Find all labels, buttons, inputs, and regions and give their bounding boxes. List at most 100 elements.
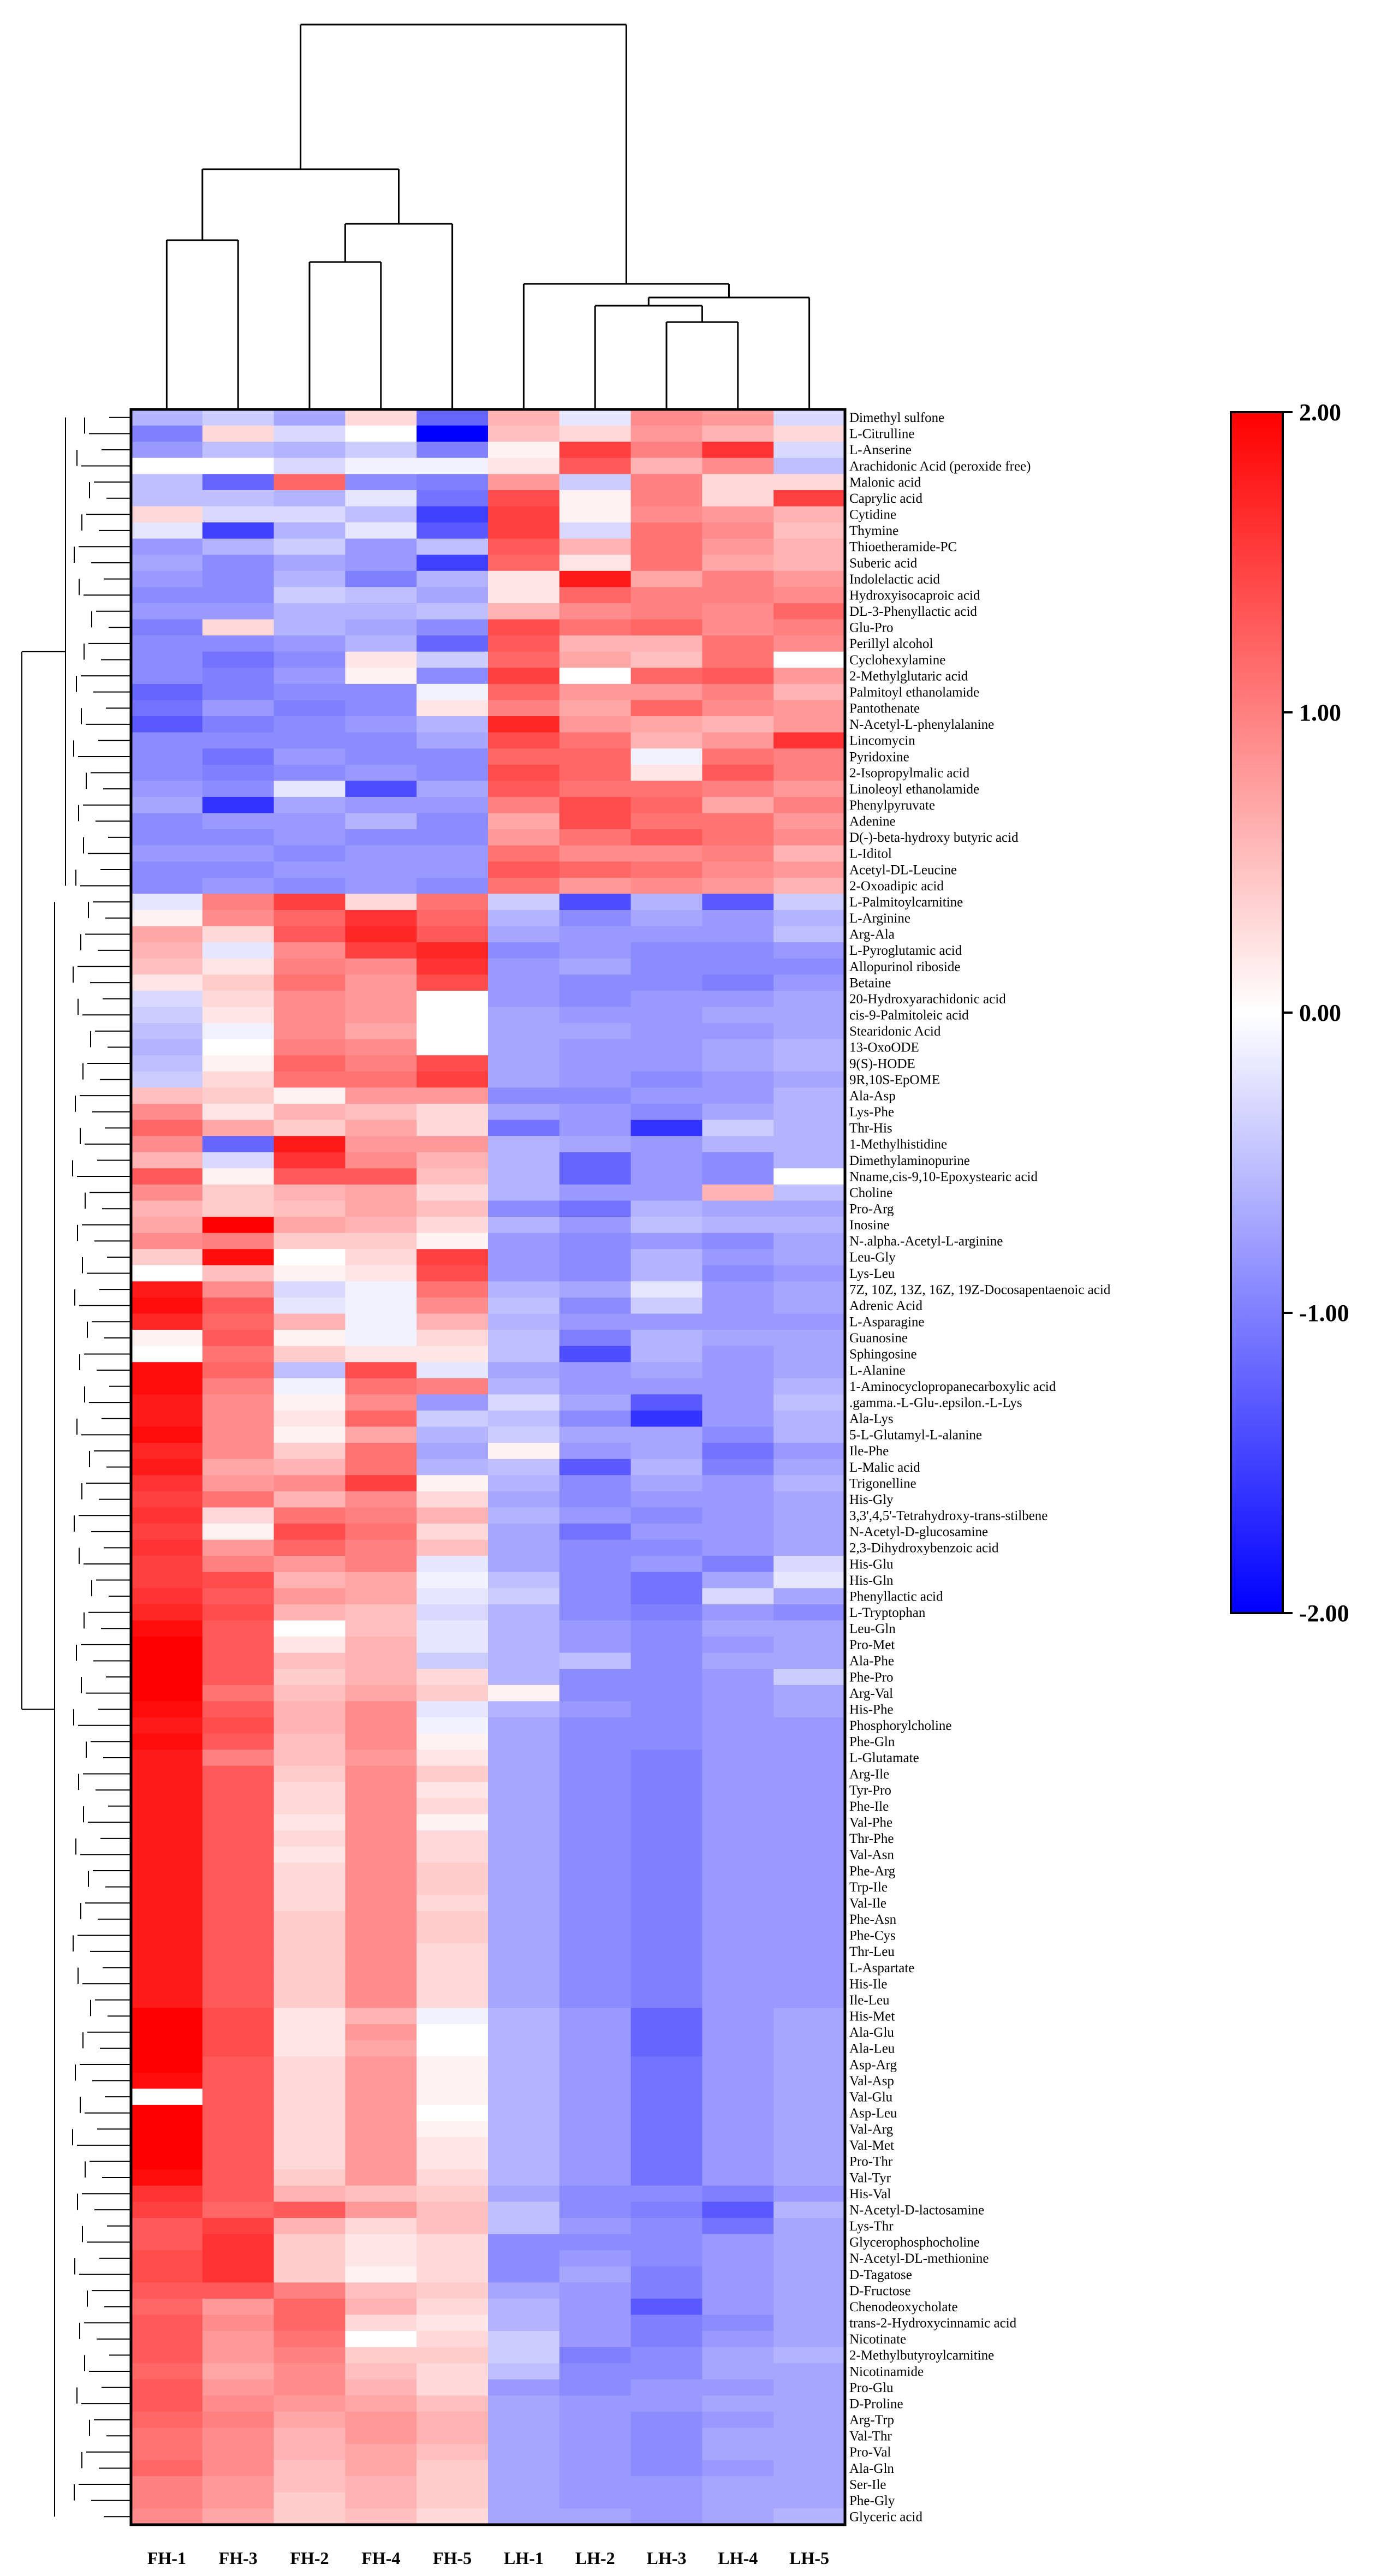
heatmap-cell [773,829,846,846]
heatmap-cell [559,2072,632,2089]
row-label: N-Acetyl-D-glucosamine [849,1525,988,1539]
heatmap-cell [630,1878,703,1895]
heatmap-cell [416,603,489,620]
heatmap-cell [773,1152,846,1169]
heatmap-cell [131,425,203,442]
heatmap-cell [559,1330,632,1347]
row-label: Thr-Phe [849,1831,894,1846]
heatmap-cell [488,2185,560,2202]
heatmap-cell [702,700,774,717]
heatmap-cell [273,1830,346,1847]
heatmap-cell [273,1362,346,1379]
heatmap-cell [559,1281,632,1298]
heatmap-cell [630,2315,703,2331]
heatmap-cell [345,2202,417,2218]
row-label: Arg-Val [849,1686,893,1701]
heatmap-cell [488,1911,560,1928]
heatmap-cell [273,1701,346,1718]
heatmap-cell [345,2024,417,2041]
heatmap-cell [773,1669,846,1686]
heatmap-cell [630,796,703,814]
heatmap-cell [630,1911,703,1928]
row-label: L-Iditol [849,847,892,861]
heatmap-cell [702,2008,774,2025]
heatmap-cell [773,2444,846,2461]
heatmap-cell [559,2476,632,2493]
heatmap-cell [345,1362,417,1379]
heatmap-cell [131,1895,203,1912]
heatmap-cell [202,796,275,814]
row-label: Arg-Trp [849,2413,894,2428]
heatmap-cell [702,2347,774,2364]
heatmap-cell [702,2508,774,2525]
heatmap-cell [488,1637,560,1653]
heatmap-cell [488,619,560,636]
heatmap-cell [630,1297,703,1314]
heatmap-cell [702,1168,774,1185]
heatmap-cell [702,1524,774,1540]
row-label: Ala-Asp [849,1088,896,1103]
heatmap-cell [416,2056,489,2073]
heatmap-cell [488,2104,560,2122]
row-label: Pro-Arg [849,1202,894,1217]
heatmap-cell [773,796,846,814]
heatmap-cell [488,2298,560,2316]
heatmap-cell [202,1168,275,1185]
heatmap-cell [131,603,203,620]
heatmap-cell [345,1846,417,1863]
heatmap-cell [273,1330,346,1347]
row-label: L-Asparagine [849,1315,924,1330]
heatmap-cell [345,1927,417,1944]
row-label: Thymine [849,523,898,538]
heatmap-cell [773,1814,846,1831]
heatmap-cell [273,2379,346,2396]
heatmap-cell [416,990,489,1008]
heatmap-cell [416,1265,489,1282]
heatmap-cell [131,2250,203,2267]
heatmap-cell [630,474,703,491]
heatmap-cell [202,2347,275,2364]
heatmap-cell [416,1184,489,1201]
heatmap-cell [630,1281,703,1298]
heatmap-cell [559,974,632,991]
heatmap-cell [702,1976,774,1992]
heatmap-cell [345,877,417,894]
heatmap-cell [131,1878,203,1895]
row-label: 2,3-Dihydroxybenzoic acid [849,1541,999,1556]
heatmap-cell [773,1459,846,1476]
heatmap-cell [273,1798,346,1815]
heatmap-cell [416,2508,489,2525]
heatmap-cell [273,1281,346,1298]
heatmap-cell [202,1152,275,1169]
heatmap-cell [773,958,846,975]
heatmap-cell [416,1346,489,1363]
heatmap-cell [773,1556,846,1573]
heatmap-cell [488,781,560,798]
heatmap-cell [131,1814,203,1831]
heatmap-cell [202,781,275,798]
heatmap-cell [488,2331,560,2348]
column-label: LH-1 [504,2548,544,2568]
heatmap-cell [630,1588,703,1605]
heatmap-cell [345,1459,417,1476]
heatmap-cell [630,2347,703,2364]
heatmap-cell [345,1669,417,1686]
row-label: Dimethylaminopurine [849,1153,970,1168]
heatmap-cell [273,2185,346,2202]
heatmap-cell [131,1120,203,1137]
row-label: Val-Glu [849,2090,893,2104]
heatmap-cell [702,1233,774,1250]
heatmap-cell [773,1346,846,1363]
heatmap-cell [202,2444,275,2461]
heatmap-cell [345,894,417,911]
heatmap-cell [345,732,417,749]
heatmap-cell [559,2395,632,2412]
row-label: Val-Arg [849,2122,894,2137]
heatmap-cell [416,2072,489,2089]
heatmap-cell [202,1346,275,1363]
heatmap-cell [559,490,632,507]
heatmap-cell [559,2056,632,2073]
heatmap-cell [273,425,346,442]
heatmap-cell [559,2121,632,2138]
heatmap-cell [773,2104,846,2122]
